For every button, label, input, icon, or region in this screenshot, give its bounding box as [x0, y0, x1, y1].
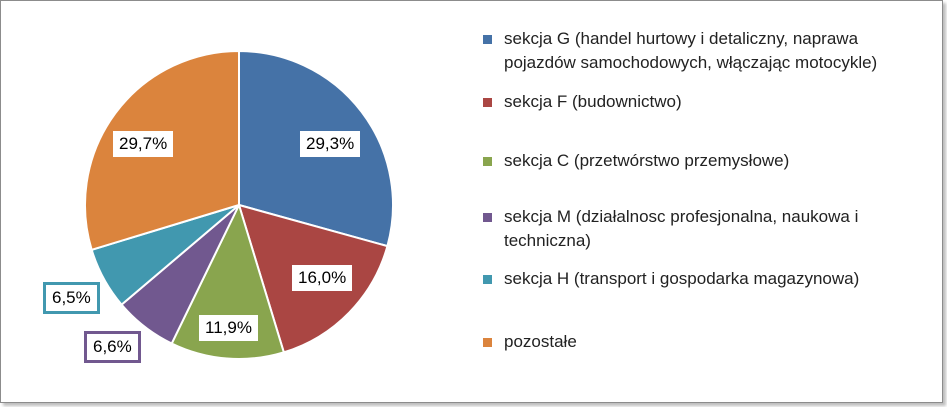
data-label-sekcja-h: 6,5% [43, 282, 100, 314]
data-label-sekcja-c: 11,9% [196, 312, 261, 344]
data-label-sekcja-g: 29,3% [297, 128, 364, 160]
legend-label: sekcja H (transport i gospodarka magazyn… [504, 269, 860, 288]
data-label-pozostale: 29,7% [110, 128, 177, 160]
data-label-sekcja-m: 6,6% [84, 331, 141, 363]
legend-label: sekcja C (przetwórstwo przemysłowe) [504, 151, 790, 170]
legend-label: sekcja F (budownictwo) [504, 92, 682, 111]
legend-swatch [483, 35, 492, 44]
legend-swatch [483, 275, 492, 284]
legend-swatch [483, 157, 492, 166]
legend-swatch [483, 338, 492, 347]
legend-swatch [483, 213, 492, 222]
data-label-sekcja-f: 16,0% [289, 262, 356, 294]
legend-swatch [483, 98, 492, 107]
legend-label: sekcja M (działalnosc profesjonalna, nau… [504, 207, 859, 250]
legend-label: sekcja G (handel hurtowy i detaliczny, n… [504, 29, 878, 72]
legend-label: pozostałe [504, 332, 577, 351]
